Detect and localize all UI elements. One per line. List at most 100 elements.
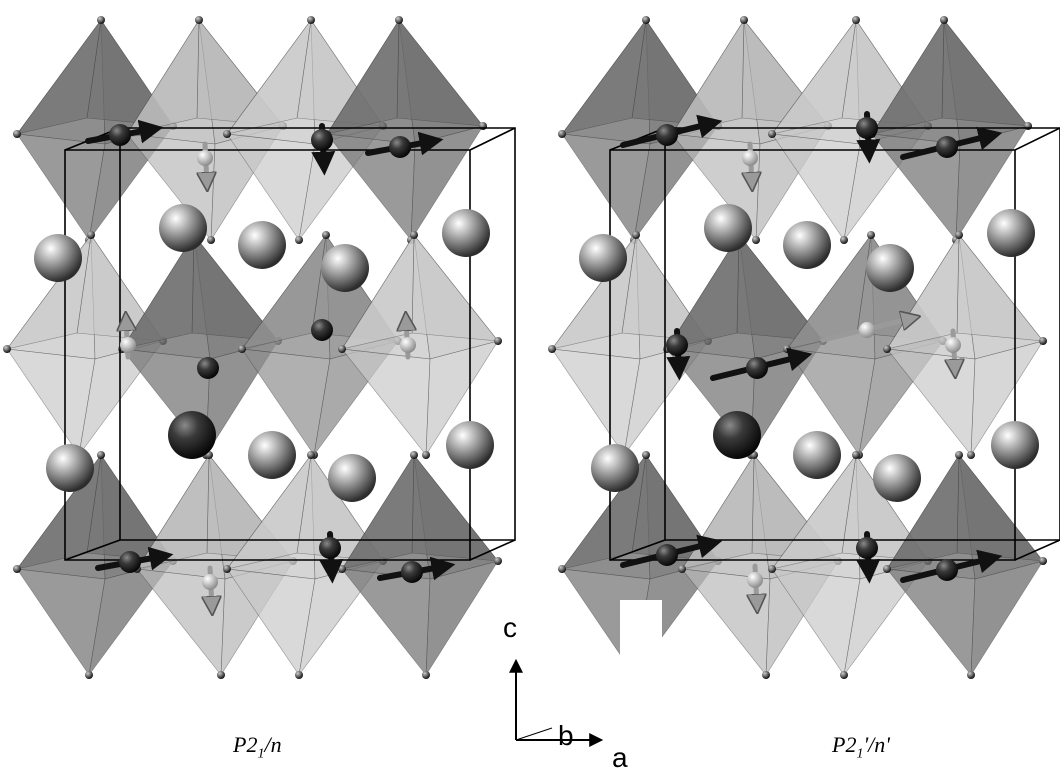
unit-cell-back bbox=[664, 127, 1060, 541]
structure-panel-p21n bbox=[3, 16, 516, 679]
fe-atom bbox=[197, 150, 213, 166]
octahedron-face bbox=[16, 19, 102, 135]
octahedron-face bbox=[970, 560, 1044, 677]
label-subscript: 1 bbox=[257, 746, 265, 762]
octahedron bbox=[123, 16, 287, 244]
a-site-atom bbox=[442, 209, 490, 257]
label-subscript: 1 bbox=[856, 746, 864, 762]
a-site-atom bbox=[446, 421, 494, 469]
a-site-atom bbox=[321, 244, 369, 292]
space-group-label-right: P21'/n' bbox=[832, 732, 890, 762]
oxygen-atom bbox=[1039, 337, 1047, 345]
octahedron-face bbox=[941, 19, 1029, 127]
oxygen-atom bbox=[867, 231, 875, 239]
a-site-atom bbox=[579, 234, 627, 282]
a-site-atom bbox=[866, 244, 914, 292]
fe-atom bbox=[656, 124, 678, 146]
oxygen-atom bbox=[87, 231, 95, 239]
oxygen-atom bbox=[642, 16, 650, 24]
oxygen-atom bbox=[85, 671, 93, 679]
oxygen-atom bbox=[852, 451, 860, 459]
oxygen-atom bbox=[494, 557, 502, 565]
oxygen-atom bbox=[338, 345, 346, 353]
octahedron bbox=[13, 16, 177, 244]
oxygen-atom bbox=[768, 565, 776, 573]
fe-atom bbox=[742, 150, 758, 166]
octahedron-face bbox=[561, 19, 647, 135]
oxygen-atom bbox=[307, 451, 315, 459]
a-site-atom-dark bbox=[713, 411, 761, 459]
blank-patch bbox=[620, 600, 662, 690]
unit-cell-edge bbox=[469, 539, 516, 561]
octahedron-face bbox=[121, 233, 195, 350]
oxygen-atom bbox=[97, 16, 105, 24]
oxygen-atom bbox=[558, 130, 566, 138]
octahedron-face bbox=[956, 454, 1044, 562]
octahedron bbox=[883, 451, 1047, 679]
a-site-atom bbox=[248, 431, 296, 479]
oxygen-atom bbox=[422, 451, 430, 459]
octahedron bbox=[338, 451, 502, 679]
unit-cell-edge bbox=[609, 539, 666, 561]
oxygen-atom bbox=[678, 565, 686, 573]
oxygen-atom bbox=[207, 236, 215, 244]
oxygen-atom bbox=[217, 671, 225, 679]
fe-atom bbox=[936, 559, 958, 581]
octahedron-face bbox=[411, 454, 499, 562]
oxygen-atom bbox=[883, 345, 891, 353]
octahedron-face bbox=[886, 568, 976, 676]
oxygen-atom bbox=[3, 345, 11, 353]
octahedron-face bbox=[871, 18, 945, 135]
a-site-atom bbox=[159, 204, 207, 252]
fe-atom bbox=[859, 322, 875, 338]
octahedron-face bbox=[970, 340, 1044, 457]
fe-atom bbox=[311, 129, 333, 151]
structure-panel-p21pnp bbox=[548, 16, 1060, 679]
axis-label-c: c bbox=[503, 612, 517, 643]
a-site-atom bbox=[793, 431, 841, 479]
octahedron-face bbox=[241, 234, 327, 350]
oxygen-atom bbox=[940, 16, 948, 24]
oxygen-atom bbox=[752, 236, 760, 244]
fe-atom bbox=[120, 337, 136, 353]
octahedron-face bbox=[396, 19, 484, 127]
oxygen-atom bbox=[783, 345, 791, 353]
oxygen-atom bbox=[955, 451, 963, 459]
oxygen-atom bbox=[410, 451, 418, 459]
octahedron-face bbox=[226, 19, 312, 135]
fe-atom bbox=[389, 136, 411, 158]
a-site-atom bbox=[34, 234, 82, 282]
octahedron-face bbox=[341, 348, 431, 456]
octahedron-face bbox=[341, 568, 431, 676]
octahedron-face bbox=[771, 19, 857, 135]
label-main: P2 bbox=[233, 732, 258, 757]
oxygen-atom bbox=[967, 671, 975, 679]
oxygen-atom bbox=[840, 236, 848, 244]
octahedron-face bbox=[326, 18, 400, 135]
oxygen-atom bbox=[548, 345, 556, 353]
oxygen-atom bbox=[852, 16, 860, 24]
label-tail: /n bbox=[264, 732, 282, 757]
octahedron-face bbox=[886, 348, 976, 456]
label-main: P2 bbox=[832, 732, 857, 757]
fe-atom bbox=[400, 337, 416, 353]
axis-label-a: a bbox=[612, 742, 628, 773]
oxygen-atom bbox=[322, 231, 330, 239]
fe-atom bbox=[109, 124, 131, 146]
fe-atom bbox=[401, 561, 423, 583]
oxygen-atom bbox=[840, 671, 848, 679]
fe-atom bbox=[746, 357, 768, 379]
unit-cell-edge bbox=[469, 127, 516, 151]
oxygen-atom bbox=[967, 451, 975, 459]
oxygen-atom bbox=[395, 16, 403, 24]
fe-atom bbox=[747, 572, 763, 588]
oxygen-atom bbox=[295, 671, 303, 679]
unit-cell-edge bbox=[1014, 539, 1060, 561]
oxygen-atom bbox=[238, 345, 246, 353]
oxygen-atom bbox=[97, 451, 105, 459]
unit-cell-edge bbox=[1014, 127, 1060, 151]
oxygen-atom bbox=[883, 565, 891, 573]
fe-atom bbox=[202, 574, 218, 590]
axis-indicator bbox=[509, 658, 604, 747]
fe-atom bbox=[856, 117, 878, 139]
